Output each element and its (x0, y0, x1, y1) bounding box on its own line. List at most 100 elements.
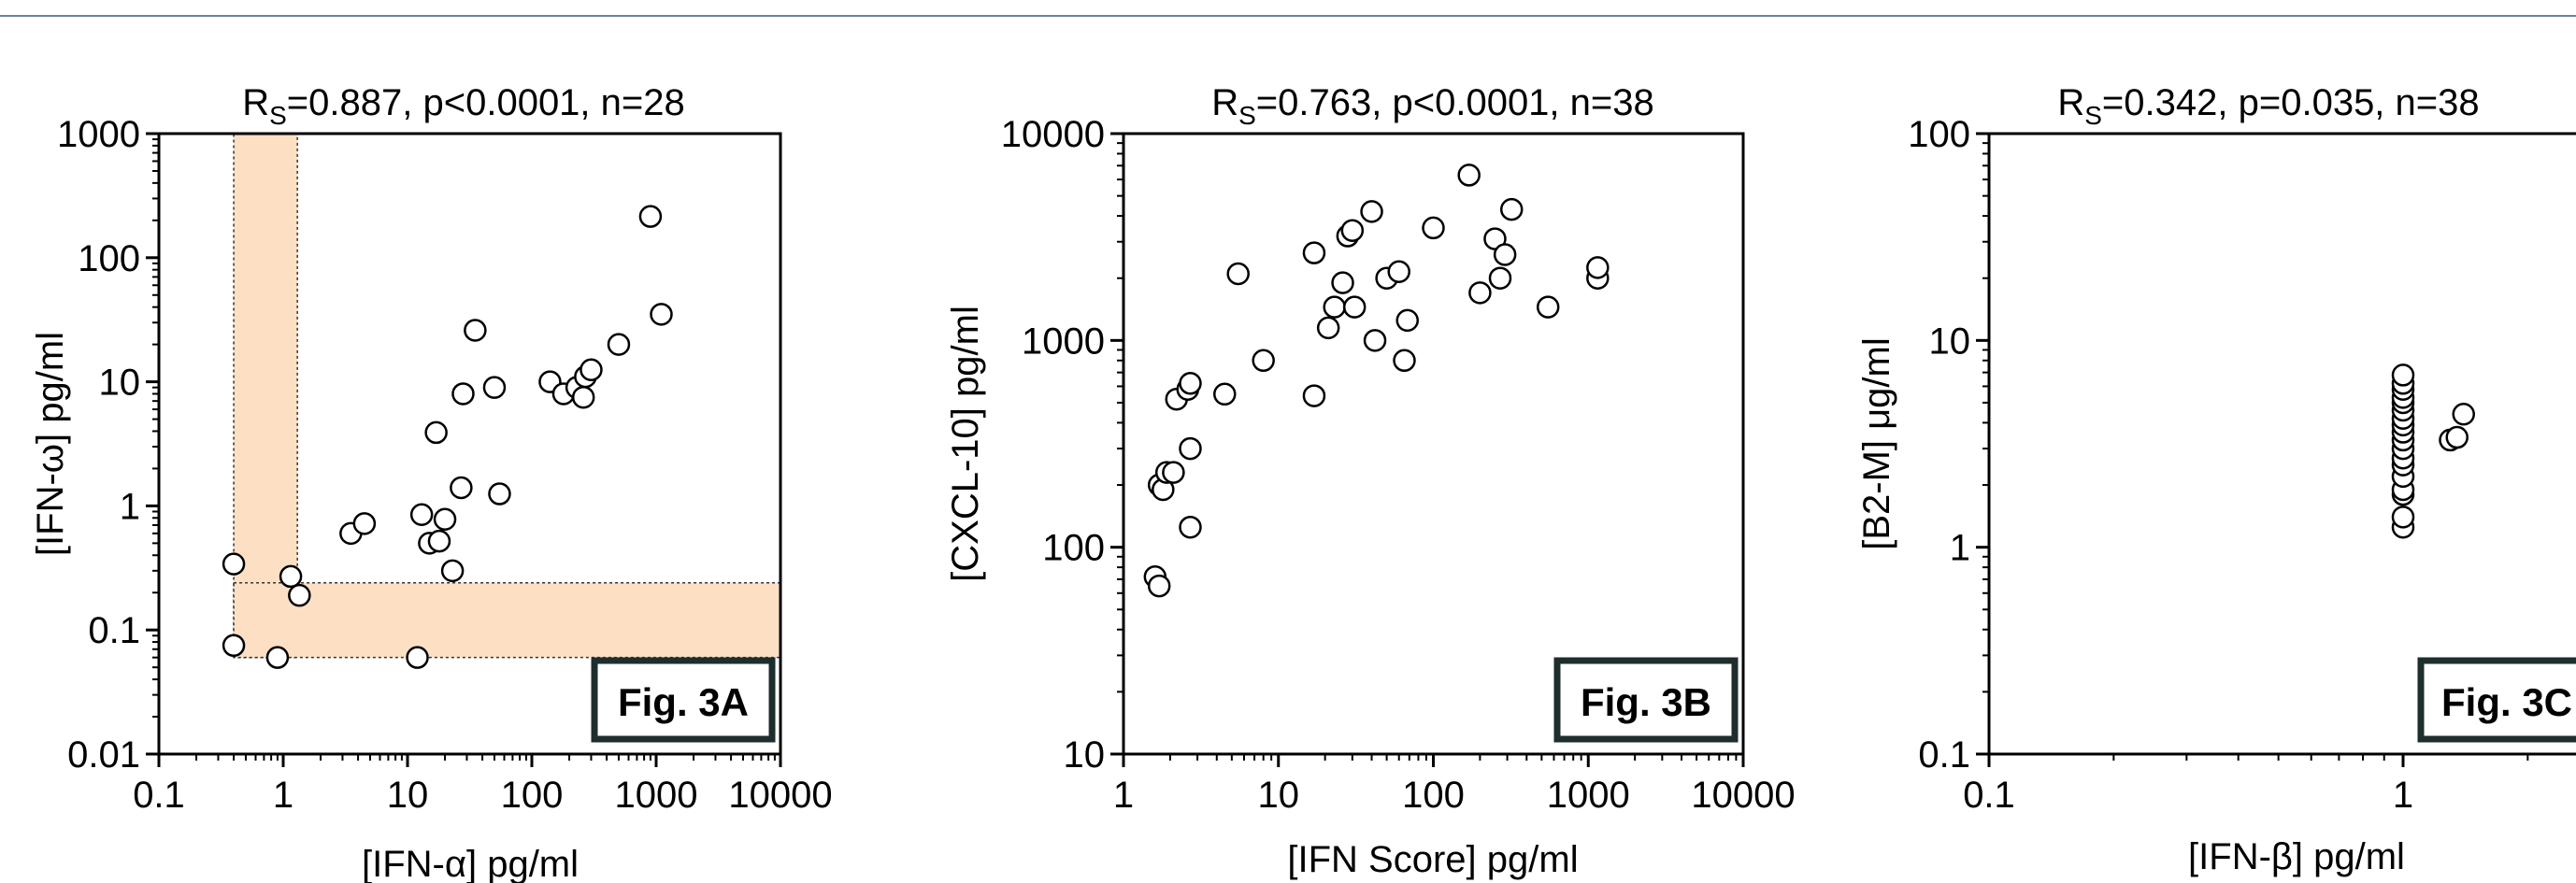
data-point (1586, 256, 1610, 279)
x-tick-label: 10 (1258, 775, 1300, 816)
data-point (440, 559, 465, 583)
panel-3a: RS=0.887, p<0.0001, n=28 0.1 1 10 100 1000 10… (30, 82, 833, 883)
data-point (1162, 461, 1185, 484)
top-border (0, 0, 2576, 17)
x-tick-label: 1000 (1547, 775, 1630, 816)
data-point (1536, 295, 1560, 319)
data-point (1323, 295, 1346, 319)
x-tick-label: 1 (273, 775, 293, 816)
panel-3c: RS=0.342, p=0.035, n=38 0.1 1 10 0.1 1 10 100… (1856, 82, 2576, 877)
data-point (2391, 506, 2415, 529)
data-point (352, 512, 377, 535)
data-point (288, 583, 311, 607)
data-point (1340, 219, 1365, 242)
panel-label-box: Fig. 3C (2417, 657, 2576, 743)
data-point (1488, 266, 1512, 290)
panel-label: Fig. 3C (2441, 680, 2572, 724)
data-point (1387, 260, 1410, 284)
x-tick-label: 1 (1113, 775, 1134, 816)
data-point (1493, 243, 1517, 266)
y-axis-label: [IFN-ω] pg/ml (30, 332, 71, 556)
x-axis-label: [IFN-α] pg/ml (362, 844, 579, 883)
y-tick-label: 0.1 (88, 610, 140, 651)
x-tick-label: 0.1 (1963, 775, 2015, 816)
y-axis-label: [B2-M] μg/ml (1856, 337, 1897, 550)
panel-label-box: Fig. 3B (1553, 657, 1739, 743)
y-axis-label: [CXCL-10] pg/ml (945, 306, 986, 582)
x-tick-label: 100 (501, 775, 564, 816)
data-point (1213, 382, 1237, 406)
y-tick-label: 10 (1929, 320, 1971, 362)
x-tick-label: 10000 (1691, 775, 1795, 816)
data-point (265, 646, 290, 669)
panel-title: RS=0.887, p<0.0001, n=28 (242, 82, 685, 130)
panel-label-box: Fig. 3A (591, 657, 776, 743)
data-point (2391, 363, 2415, 387)
data-point (2452, 402, 2475, 426)
y-tick-label: 1000 (1022, 320, 1105, 362)
shaded-regions (233, 133, 781, 659)
data-points (222, 205, 673, 669)
y-tick-label: 1 (1950, 528, 1970, 569)
data-point (1468, 281, 1492, 305)
x-axis: 0.1 1 10 100 1000 10000 (133, 754, 833, 816)
y-tick-label: 10 (99, 363, 141, 404)
data-point (433, 507, 457, 531)
y-tick-label: 1000 (57, 114, 140, 155)
data-point (1226, 262, 1250, 286)
data-point (1147, 574, 1171, 598)
data-point (1179, 372, 1202, 395)
y-tick-label: 100 (1042, 528, 1105, 569)
data-point (2445, 425, 2469, 449)
data-point (1179, 515, 1202, 539)
data-points (2391, 363, 2475, 539)
panel-label: Fig. 3B (1581, 680, 1711, 724)
data-point (482, 376, 507, 399)
data-point (1331, 271, 1354, 294)
x-tick-label: 10000 (728, 775, 832, 816)
y-tick-label: 10000 (1001, 114, 1105, 155)
data-point (409, 503, 434, 527)
y-axis: 0.1 1 10 100 (1908, 114, 1989, 776)
data-point (580, 358, 603, 381)
panel-title: RS=0.763, p<0.0001, n=38 (1211, 82, 1654, 130)
data-point (464, 319, 487, 342)
y-tick-label: 0.1 (1918, 734, 1970, 776)
data-point (1457, 164, 1481, 187)
data-point (1342, 295, 1367, 319)
data-points (1143, 164, 1610, 598)
data-point (450, 476, 473, 500)
data-point (1363, 329, 1387, 352)
data-point (488, 482, 511, 506)
y-tick-label: 10 (1064, 734, 1106, 776)
data-point (650, 303, 673, 326)
x-tick-label: 100 (1402, 775, 1465, 816)
data-point (571, 385, 595, 409)
panel-label: Fig. 3A (618, 680, 749, 724)
plot-frame (1987, 132, 2576, 756)
data-point (222, 552, 246, 576)
shaded-region (233, 581, 781, 659)
data-point (406, 646, 429, 669)
data-point (638, 205, 663, 228)
data-point (1499, 197, 1524, 221)
data-point (1395, 308, 1419, 333)
data-point (1179, 436, 1202, 461)
data-point (1252, 349, 1275, 373)
data-point (607, 333, 631, 356)
data-point (1422, 216, 1445, 240)
x-axis: 1 10 100 1000 10000 (1113, 754, 1796, 816)
x-axis-label: [IFN-β] pg/ml (2188, 836, 2405, 877)
x-tick-label: 1 (2393, 775, 2413, 816)
data-point (424, 420, 448, 445)
data-point (222, 634, 246, 658)
x-tick-label: 0.1 (133, 775, 185, 816)
y-tick-label: 100 (78, 238, 140, 279)
x-tick-label: 10 (387, 775, 429, 816)
data-point (1302, 384, 1326, 407)
plot-frame (157, 132, 782, 756)
y-tick-label: 100 (1908, 114, 1970, 155)
data-point (1393, 349, 1416, 373)
